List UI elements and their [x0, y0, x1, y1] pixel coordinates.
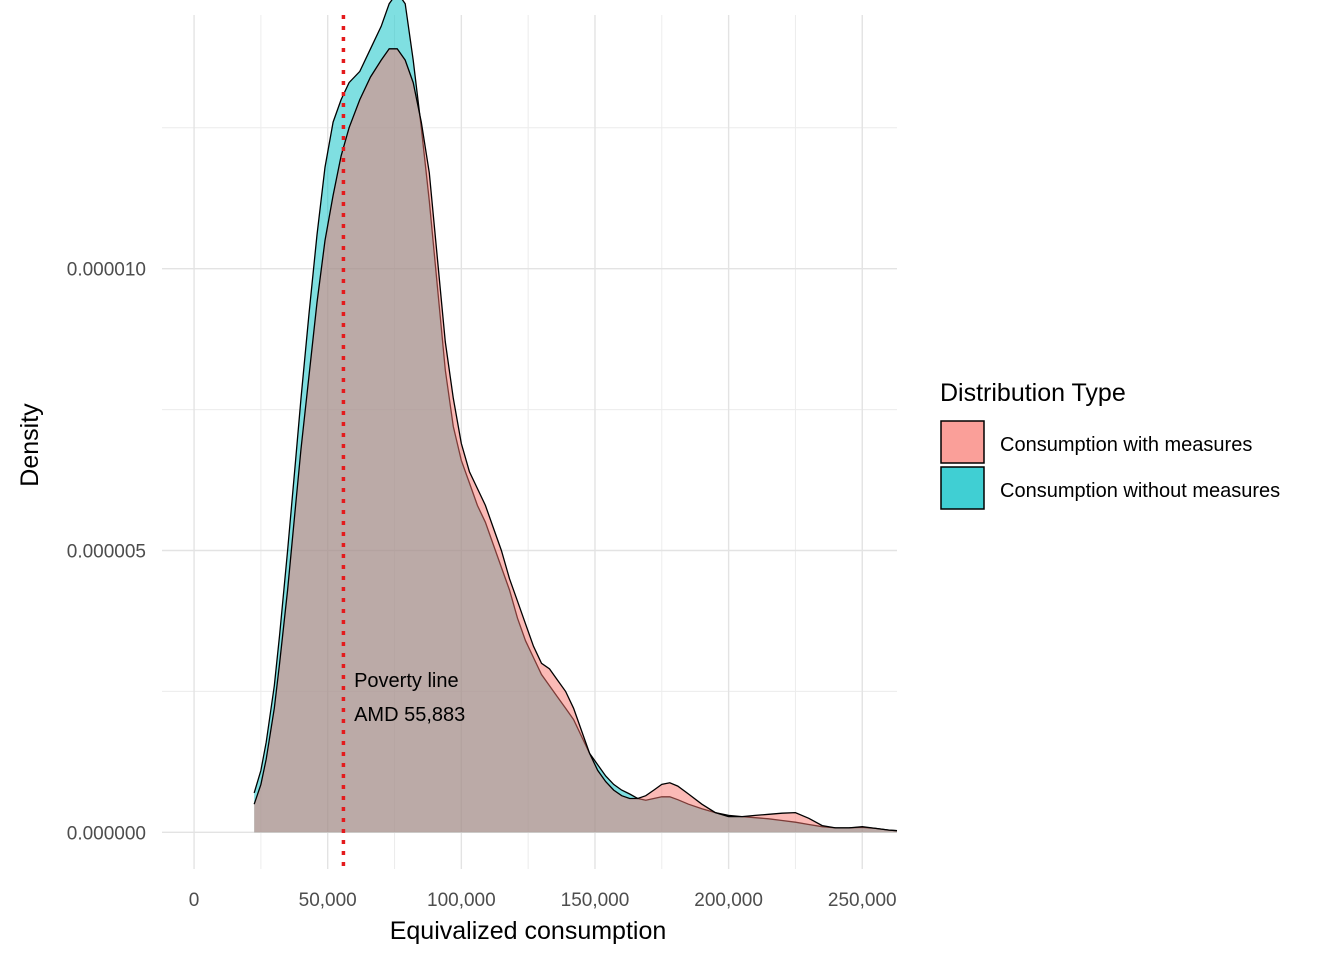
legend-key-without-measures [940, 466, 985, 510]
y-tick-label: 0.000005 [67, 542, 146, 563]
annotation-line: Poverty line [354, 670, 459, 692]
legend-title: Distribution Type [940, 379, 1126, 407]
density-area-with-measures [254, 48, 897, 833]
x-tick-label: 150,000 [561, 890, 630, 911]
y-axis-title: Density [16, 403, 44, 487]
y-axis-ticks: 0.000000 0.000005 0.000010 [67, 260, 146, 845]
legend-label-with-measures: Consumption with measures [1000, 434, 1252, 456]
y-tick-label: 0.000010 [67, 260, 146, 281]
x-tick-label: 200,000 [694, 890, 763, 911]
x-tick-label: 50,000 [299, 890, 357, 911]
x-tick-label: 250,000 [828, 890, 897, 911]
poverty-line-annotation: Poverty line AMD 55,883 [354, 670, 465, 726]
density-areas [253, 0, 898, 833]
annotation-line: AMD 55,883 [354, 704, 465, 726]
legend-key-with-measures [940, 420, 985, 464]
legend: Distribution Type Consumption with measu… [940, 379, 1280, 510]
y-tick-label: 0.000000 [67, 823, 146, 844]
density-outline-with-measures [253, 48, 898, 832]
legend-label-without-measures: Consumption without measures [1000, 480, 1280, 502]
x-axis-ticks: 0 50,000 100,000 150,000 200,000 250,000 [189, 890, 897, 911]
x-tick-label: 0 [189, 890, 200, 911]
x-tick-label: 100,000 [427, 890, 496, 911]
x-axis-title: Equivalized consumption [390, 917, 667, 945]
